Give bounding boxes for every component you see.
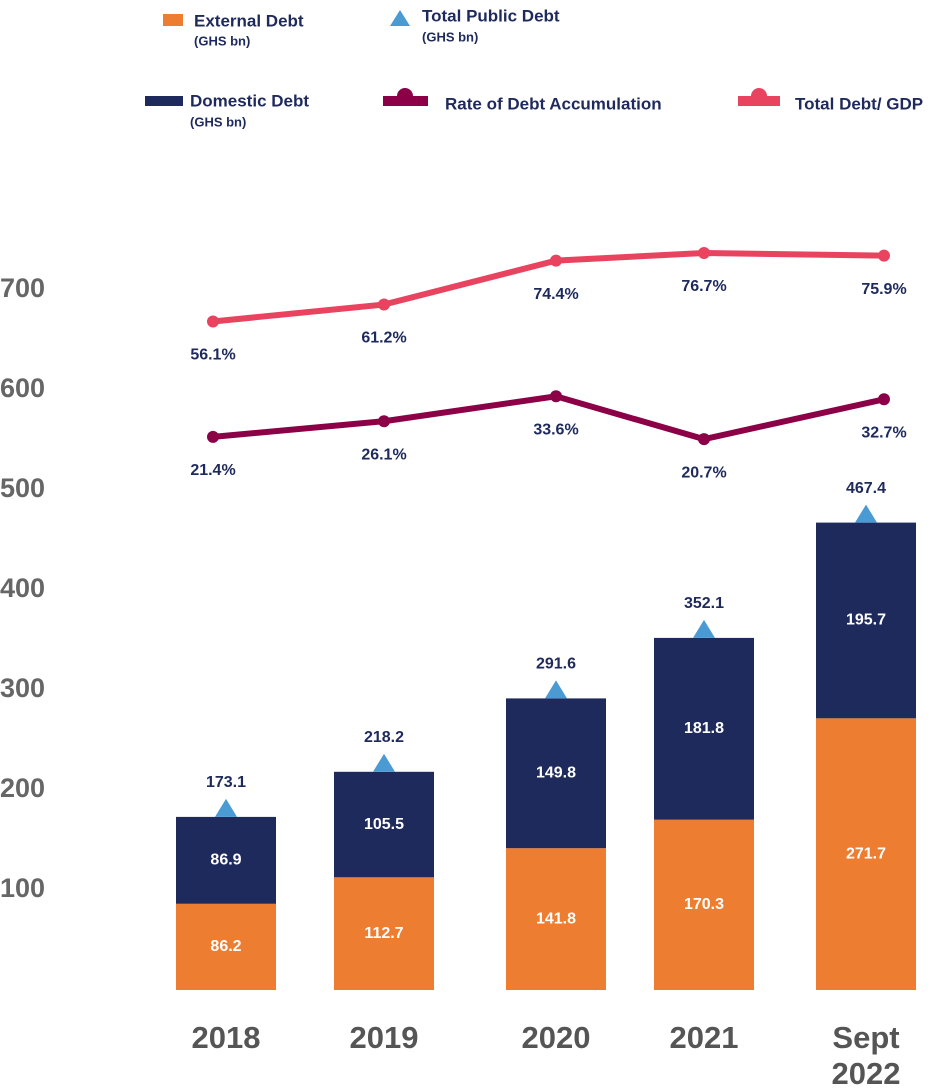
data-label: 33.6%: [533, 421, 578, 438]
data-label: 74.4%: [533, 286, 578, 303]
data-label: 195.7: [846, 612, 886, 629]
legend-unit: (GHS bn): [190, 114, 246, 129]
legend-marker: [163, 14, 183, 26]
y-tick-label: 300: [0, 673, 45, 703]
bar-segment: [176, 816, 276, 904]
y-tick-label: 400: [0, 573, 45, 603]
total-marker: [545, 680, 567, 699]
data-label: 21.4%: [190, 462, 235, 479]
total-marker: [693, 619, 715, 638]
data-label: 20.7%: [681, 464, 726, 481]
bar-segment: [334, 877, 434, 990]
legend-label: Rate of Debt Accumulation: [445, 94, 662, 113]
y-tick-label: 200: [0, 773, 45, 803]
data-label: 86.2: [210, 938, 241, 955]
line-point: [878, 393, 890, 406]
y-tick-label: 100: [0, 873, 45, 903]
bar-segment: [176, 903, 276, 990]
legend-label: External Debt: [194, 11, 304, 30]
data-label: 75.9%: [861, 281, 906, 298]
legend-marker: [390, 10, 410, 26]
line-point: [550, 390, 562, 403]
x-tick-label: 2021: [669, 1020, 739, 1055]
data-label: 112.7: [364, 925, 403, 942]
line-point: [378, 298, 390, 311]
total-marker: [373, 753, 395, 772]
data-label: 173.1: [206, 774, 246, 791]
legend-label: Total Debt/ GDP: [795, 94, 923, 113]
x-tick-label: 2019: [349, 1020, 419, 1055]
data-label: 105.5: [364, 816, 404, 833]
line-point: [207, 315, 219, 328]
bar-segment: [506, 848, 606, 990]
data-label: 467.4: [846, 480, 886, 497]
bar-segment: [654, 819, 754, 990]
data-label: 181.8: [684, 720, 724, 737]
total-marker: [855, 504, 877, 523]
x-tick-label: 2018: [191, 1020, 261, 1055]
x-tick-label: Sept 2022: [831, 1020, 901, 1088]
legend-unit: (GHS bn): [422, 29, 478, 44]
data-label: 291.6: [536, 656, 576, 673]
line-point: [207, 430, 219, 443]
data-label: 56.1%: [190, 347, 235, 364]
bar-segment: [816, 718, 916, 990]
bar-segment: [816, 522, 916, 719]
bar-segment: [334, 771, 434, 878]
line-point: [550, 254, 562, 267]
x-tick-label: 2020: [521, 1020, 591, 1055]
data-label: 86.9: [210, 852, 241, 869]
y-tick-label: 500: [0, 473, 45, 503]
data-label: 61.2%: [361, 330, 406, 347]
data-label: 32.7%: [861, 424, 906, 441]
data-label: 170.3: [684, 896, 724, 913]
line-point: [698, 433, 710, 446]
y-tick-label: 600: [0, 373, 45, 403]
data-label: 271.7: [846, 845, 886, 862]
legend-label: Total Public Debt: [422, 6, 560, 25]
data-label: 149.8: [536, 765, 576, 782]
bar-segment: [654, 637, 754, 820]
legend-marker: [383, 88, 428, 106]
line-point: [378, 415, 390, 428]
data-label: 26.1%: [361, 446, 406, 463]
data-label: 218.2: [364, 729, 404, 746]
legend-unit: (GHS bn): [194, 33, 250, 48]
legend-marker: [738, 88, 780, 106]
data-label: 352.1: [684, 595, 724, 612]
legend-marker: [145, 96, 183, 106]
data-label: 141.8: [536, 910, 576, 927]
line-point: [698, 246, 710, 259]
data-label: 76.7%: [681, 278, 726, 295]
bar-segment: [506, 698, 606, 849]
line-point: [878, 249, 890, 262]
y-tick-label: 700: [0, 273, 45, 303]
total-marker: [215, 798, 237, 817]
legend-label: Domestic Debt: [190, 91, 309, 110]
